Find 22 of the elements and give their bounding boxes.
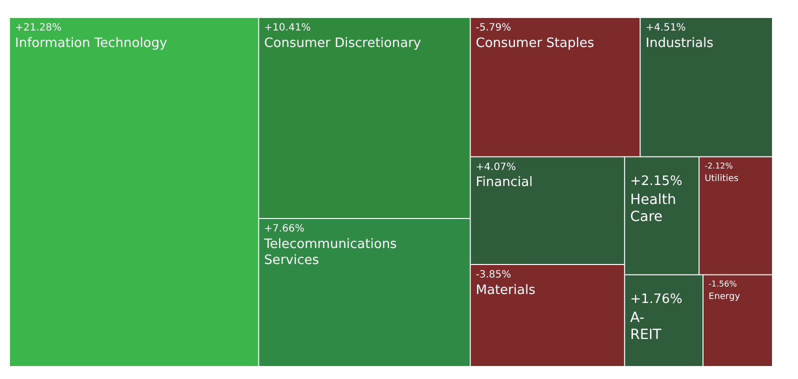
data-label: +7.66%	[264, 224, 304, 235]
data-label: -2.12%	[704, 161, 734, 170]
data-label: +10.41%	[264, 22, 311, 34]
category-label: Materials	[476, 282, 536, 298]
data-label: +4.51%	[646, 22, 686, 34]
data-label: -1.56%	[708, 279, 738, 288]
category-label: Consumer Staples	[476, 36, 594, 51]
data-label: +1.76%	[630, 292, 682, 308]
data-label: -3.85%	[476, 270, 512, 281]
category-label: Industrials	[646, 36, 714, 51]
data-label: -5.79%	[476, 22, 512, 34]
category-label: Information Technology	[15, 36, 168, 51]
category-label: Utilities	[704, 174, 739, 184]
data-label: +21.28%	[15, 22, 62, 34]
category-label: Consumer Discretionary	[264, 36, 422, 51]
category-label: A-REIT	[630, 310, 662, 343]
data-label: +2.15%	[630, 174, 682, 190]
category-label: Health Care	[630, 192, 676, 225]
data-label: +4.07%	[476, 162, 516, 173]
category-label: Telecommunications Services	[263, 236, 398, 268]
category-label: Financial	[476, 175, 533, 190]
category-label: Energy	[708, 292, 741, 302]
